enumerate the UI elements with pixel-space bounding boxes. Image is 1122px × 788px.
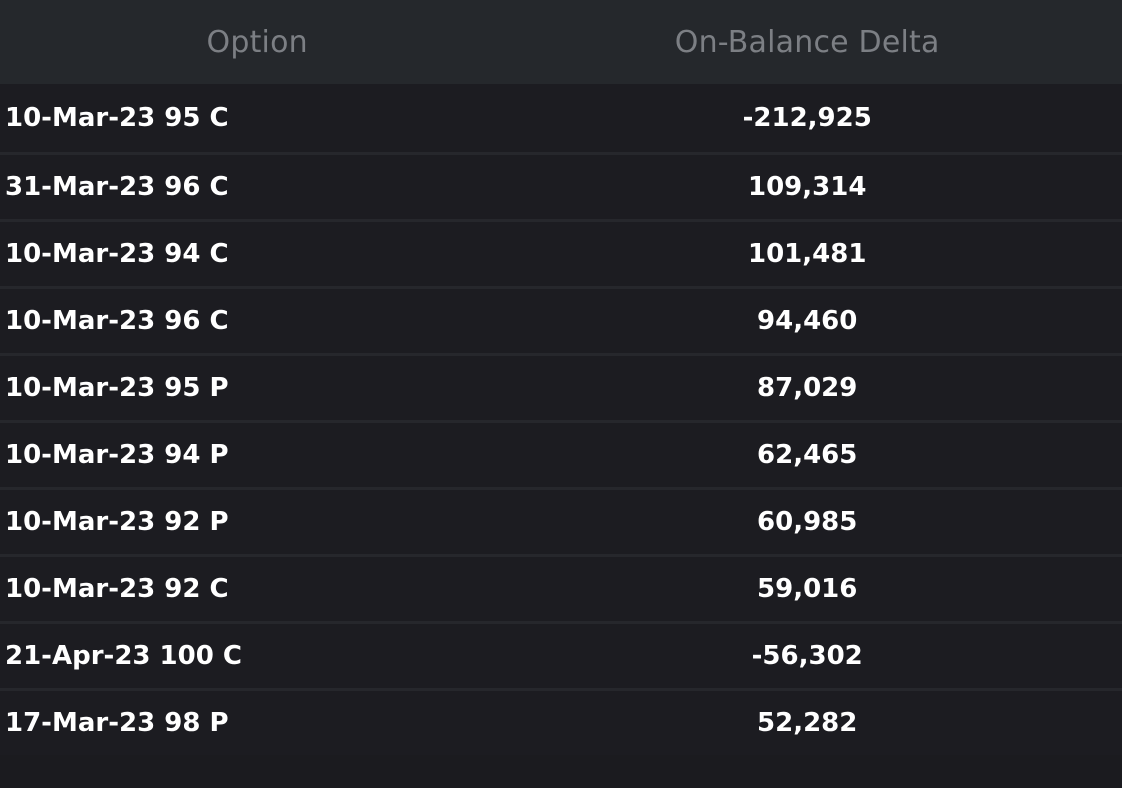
delta-cell: 87,029 — [757, 373, 858, 403]
table-row[interactable]: 10-Mar-23 92 C 59,016 — [0, 554, 1122, 621]
delta-cell: 109,314 — [748, 172, 867, 202]
table-row[interactable]: 10-Mar-23 95 C -212,925 — [0, 84, 1122, 152]
delta-cell: -212,925 — [742, 103, 872, 133]
delta-cell: -56,302 — [751, 641, 863, 671]
table-row[interactable]: 10-Mar-23 94 P 62,465 — [0, 420, 1122, 487]
option-cell: 17-Mar-23 98 P — [5, 708, 229, 738]
option-cell: 10-Mar-23 95 C — [5, 103, 229, 133]
option-cell: 10-Mar-23 95 P — [5, 373, 229, 403]
column-header-on-balance-delta[interactable]: On-Balance Delta — [674, 24, 940, 60]
delta-cell: 52,282 — [757, 708, 858, 738]
table-row[interactable]: 10-Mar-23 92 P 60,985 — [0, 487, 1122, 554]
table-row[interactable]: 10-Mar-23 94 C 101,481 — [0, 219, 1122, 286]
table-row[interactable]: 31-Mar-23 96 C 109,314 — [0, 152, 1122, 219]
delta-cell: 101,481 — [748, 239, 867, 269]
option-cell: 10-Mar-23 96 C — [5, 306, 229, 336]
option-cell: 21-Apr-23 100 C — [5, 641, 242, 671]
table-row[interactable]: 21-Apr-23 100 C -56,302 — [0, 621, 1122, 688]
delta-cell: 62,465 — [757, 440, 858, 470]
column-header-option[interactable]: Option — [206, 24, 308, 60]
delta-cell: 59,016 — [757, 574, 858, 604]
option-cell: 10-Mar-23 92 P — [5, 507, 229, 537]
table-row[interactable]: 17-Mar-23 98 P 52,282 — [0, 688, 1122, 755]
delta-cell: 60,985 — [757, 507, 858, 537]
delta-cell: 94,460 — [757, 306, 858, 336]
option-cell: 10-Mar-23 94 C — [5, 239, 229, 269]
option-cell: 10-Mar-23 94 P — [5, 440, 229, 470]
option-cell: 31-Mar-23 96 C — [5, 172, 229, 202]
table-body: 10-Mar-23 95 C -212,925 31-Mar-23 96 C 1… — [0, 84, 1122, 788]
table-row[interactable]: 10-Mar-23 95 P 87,029 — [0, 353, 1122, 420]
table-row[interactable]: 10-Mar-23 96 C 94,460 — [0, 286, 1122, 353]
table-header: Option On-Balance Delta — [0, 0, 1122, 84]
option-cell: 10-Mar-23 92 C — [5, 574, 229, 604]
